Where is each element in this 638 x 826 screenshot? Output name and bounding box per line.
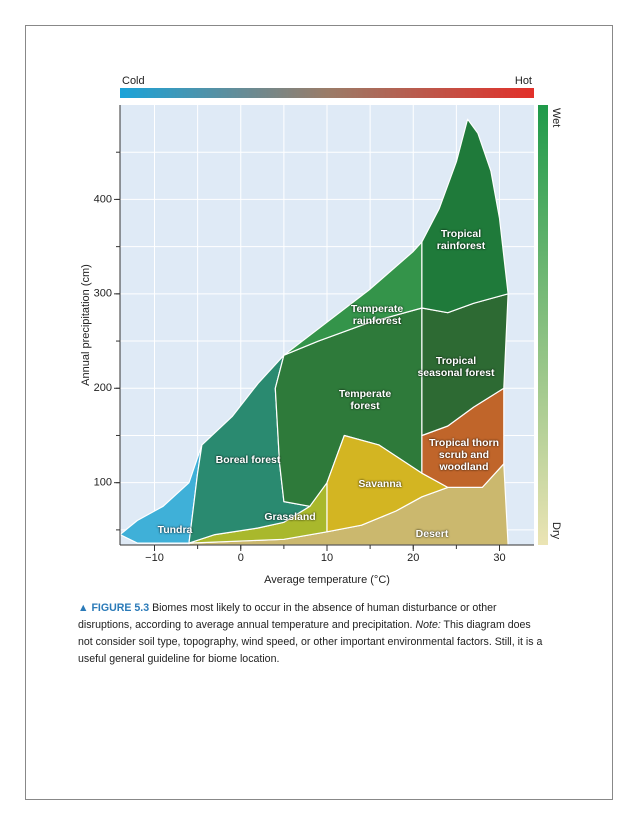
y-tick-label: 100 — [94, 477, 112, 489]
y-tick-label: 300 — [94, 288, 112, 300]
biome-label: Tropical thorn scrub and woodland — [428, 437, 499, 473]
x-tick-label: 10 — [321, 552, 333, 564]
moisture-bar — [538, 105, 548, 545]
x-tick-label: 0 — [238, 552, 244, 564]
caption: ▲ FIGURE 5.3 Biomes most likely to occur… — [78, 600, 548, 668]
caption-text: Biomes most likely to occur in the absen… — [78, 602, 497, 631]
biome-label: Grassland — [264, 511, 316, 523]
biome-label: Tropical rainforest — [436, 228, 486, 252]
biome-label: Savanna — [358, 478, 402, 490]
biome-label: Temperate rainforest — [350, 303, 404, 327]
biome-region — [421, 118, 509, 314]
x-tick-label: −10 — [145, 552, 164, 564]
dry-label: Dry — [550, 522, 562, 540]
cold-label: Cold — [122, 75, 145, 87]
biome-label: Temperate forest — [338, 388, 392, 412]
y-axis-label: Annual precipitation (cm) — [80, 264, 92, 386]
figure-label: FIGURE 5.3 — [91, 602, 150, 614]
biome-label: Boreal forest — [215, 454, 281, 466]
triangle-icon: ▲ — [78, 602, 89, 614]
temperature-bar — [120, 88, 534, 98]
note-text: This diagram does not consider soil type… — [78, 619, 543, 665]
y-tick-label: 400 — [94, 193, 112, 205]
note-label: Note: — [415, 619, 441, 631]
wet-label: Wet — [550, 108, 562, 127]
biome-label: Tropical seasonal forest — [417, 355, 495, 379]
biome-label: Desert — [415, 528, 449, 540]
x-tick-label: 30 — [493, 552, 505, 564]
biome-label: Tundra — [157, 524, 193, 536]
hot-label: Hot — [515, 75, 532, 87]
y-tick-label: 200 — [94, 382, 112, 394]
page-border — [25, 25, 613, 800]
x-tick-label: 20 — [407, 552, 419, 564]
x-axis-label: Average temperature (°C) — [264, 574, 390, 586]
